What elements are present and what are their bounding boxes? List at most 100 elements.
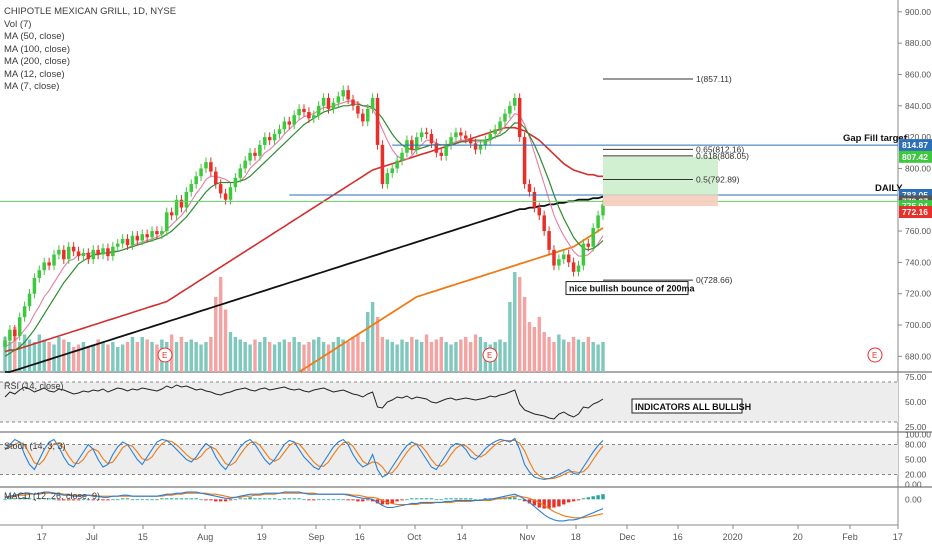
candle-body[interactable] [42,262,46,271]
candle-body[interactable] [233,177,238,188]
candle-body[interactable] [71,246,76,252]
candle-body[interactable] [522,137,527,185]
candle-body[interactable] [532,191,537,208]
candle-body[interactable] [547,231,551,250]
candle-body[interactable] [405,140,409,153]
candle-body[interactable] [459,132,463,136]
candle-body[interactable] [375,97,380,145]
candle-body[interactable] [160,231,164,235]
candle-body[interactable] [3,340,7,347]
candle-body[interactable] [140,234,145,241]
candle-body[interactable] [174,199,179,216]
candle-body[interactable] [517,97,522,138]
candle-body[interactable] [292,115,296,125]
legend-item-volume[interactable]: Vol (7) [4,18,32,30]
candle-body[interactable] [449,137,453,145]
candle-body[interactable] [86,252,91,260]
candle-body[interactable] [488,133,493,141]
candle-body[interactable] [204,162,208,169]
rsi-pane-label[interactable]: RSI (14, close) [4,381,64,391]
candle-body[interactable] [307,112,311,119]
candle-body[interactable] [385,173,390,185]
candle-body[interactable] [321,97,326,106]
candle-body[interactable] [571,262,576,272]
candle-body[interactable] [238,168,243,178]
candle-body[interactable] [463,135,468,139]
candle-body[interactable] [503,113,507,122]
candle-body[interactable] [272,133,277,141]
candle-body[interactable] [81,252,86,257]
candle-body[interactable] [380,144,385,185]
candle-body[interactable] [351,99,355,106]
candle-body[interactable] [508,105,512,114]
bounce-annotation-box[interactable] [565,281,689,296]
candle-body[interactable] [513,97,517,106]
candle-body[interactable] [439,152,444,156]
candle-body[interactable] [326,97,331,109]
stoch-pane-label[interactable]: Stoch (14, 3, 3) [4,441,66,451]
candle-body[interactable] [37,270,42,279]
candle-body[interactable] [164,212,169,232]
candle-body[interactable] [263,137,267,145]
candle-body[interactable] [341,90,345,97]
candle-body[interactable] [169,212,174,216]
candle-body[interactable] [96,249,100,255]
candle-body[interactable] [287,121,292,125]
candle-body[interactable] [346,90,350,100]
candle-body[interactable] [91,249,95,260]
candle-body[interactable] [277,129,282,134]
candle-body[interactable] [282,121,287,130]
candle-body[interactable] [444,144,448,156]
candle-body[interactable] [214,171,218,185]
candle-body[interactable] [312,115,316,119]
candle-body[interactable] [429,133,434,144]
candle-body[interactable] [111,246,115,257]
candle-body[interactable] [32,278,37,294]
candle-body[interactable] [17,317,22,336]
legend-item-ma12[interactable]: MA (12, close) [4,68,65,80]
candle-body[interactable] [106,248,110,257]
candle-body[interactable] [76,251,81,257]
candle-body[interactable] [419,132,424,138]
candle-body[interactable] [209,162,213,172]
candle-body[interactable] [356,105,360,114]
candle-body[interactable] [184,191,189,208]
candle-body[interactable] [562,254,566,260]
candle-body[interactable] [145,234,149,238]
candle-body[interactable] [468,138,473,144]
candle-body[interactable] [258,144,262,156]
candle-body[interactable] [223,193,228,200]
candle-body[interactable] [302,108,306,113]
candle-body[interactable] [527,184,532,192]
candle-body[interactable] [101,248,105,255]
candle-body[interactable] [591,227,595,247]
candle-body[interactable] [557,259,561,266]
candle-body[interactable] [601,204,605,216]
candle-body[interactable] [267,137,272,141]
candle-body[interactable] [498,121,502,130]
candle-body[interactable] [395,160,399,169]
candle-body[interactable] [66,246,71,260]
earnings-marker[interactable] [867,347,883,363]
candle-body[interactable] [414,137,419,150]
candle-body[interactable] [493,129,497,134]
legend-item-ma7[interactable]: MA (7, close) [4,81,60,92]
candle-body[interactable] [596,215,600,228]
candle-body[interactable] [27,293,32,307]
candle-body[interactable] [179,199,184,208]
legend-item-ma200[interactable]: MA (200, close) [4,56,70,67]
candle-body[interactable] [130,235,135,246]
earnings-marker[interactable] [482,347,498,363]
candle-body[interactable] [135,235,140,241]
candle-body[interactable] [13,329,17,336]
candle-body[interactable] [57,249,61,255]
candle-body[interactable] [62,249,66,260]
candle-body[interactable] [297,108,301,116]
candle-body[interactable] [478,144,483,150]
candle-body[interactable] [115,243,120,247]
candle-body[interactable] [243,160,247,169]
candle-body[interactable] [155,231,159,235]
candle-body[interactable] [473,143,478,150]
candle-body[interactable] [218,184,223,194]
